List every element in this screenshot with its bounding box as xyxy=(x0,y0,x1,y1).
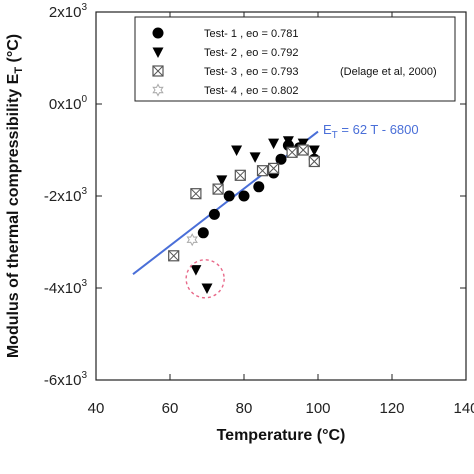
y-tick-exponent: 3 xyxy=(81,2,87,13)
x-tick-label: 100 xyxy=(305,400,330,417)
data-point-series-3 xyxy=(212,183,224,195)
fit-equation-rest: = 62 T - 6800 xyxy=(338,122,419,137)
y-tick-label: -4x103 xyxy=(44,278,88,297)
highlight-layer xyxy=(185,259,225,299)
data-point-series-1 xyxy=(197,227,209,239)
y-tick-exponent: 3 xyxy=(81,278,87,289)
data-point-series-3-cross-b xyxy=(168,250,180,262)
legend-marker-3 xyxy=(152,65,164,77)
data-point-series-3 xyxy=(268,162,280,174)
legend-marker-2 xyxy=(152,47,164,58)
legend-label-1: Test- 1 , eo = 0.781 xyxy=(204,28,298,40)
fit-equation-main: E xyxy=(323,122,332,137)
data-point-series-3 xyxy=(234,169,246,181)
legend-marker-3-cross-b xyxy=(152,65,164,77)
legend-label-4: Test- 4 , eo = 0.802 xyxy=(204,85,298,97)
points-layer xyxy=(168,136,320,294)
x-tick-label: 80 xyxy=(236,400,253,417)
data-point-series-2 xyxy=(249,152,261,163)
data-point-series-3 xyxy=(308,155,320,168)
y-axis-title-unit: (°C) xyxy=(5,34,22,67)
legend-box xyxy=(134,16,456,102)
data-point-series-4 xyxy=(186,233,198,247)
data-point-series-3-cross-b xyxy=(297,144,309,156)
data-point-series-3-cross-b xyxy=(308,156,320,167)
data-point-series-3-cross-b xyxy=(190,188,202,200)
data-point-series-3 xyxy=(256,165,269,177)
y-tick-mantissa: -4x10 xyxy=(44,280,82,297)
highlight-circle xyxy=(185,259,225,299)
y-tick-mantissa: -6x10 xyxy=(44,372,82,389)
fit-equation: ET = 62 T - 6800 xyxy=(323,122,419,141)
data-point-series-2 xyxy=(297,138,309,150)
data-point-series-2 xyxy=(282,136,294,147)
y-tick-label: -2x103 xyxy=(44,186,88,205)
y-axis-title-sub: T xyxy=(13,67,25,74)
data-point-series-3 xyxy=(168,250,180,262)
data-point-series-1 xyxy=(223,190,235,202)
y-tick-label: 0x100 xyxy=(49,94,88,113)
y-tick-exponent: 3 xyxy=(81,186,87,197)
data-point-series-2 xyxy=(190,265,202,276)
legend-marker-4 xyxy=(152,83,164,97)
data-point-series-3 xyxy=(297,144,309,156)
data-point-series-3 xyxy=(190,188,202,200)
legend-marker-1 xyxy=(152,27,164,39)
x-tick-label: 120 xyxy=(379,400,404,417)
data-point-series-2 xyxy=(216,175,228,186)
data-point-series-2 xyxy=(308,145,320,156)
y-axis-title: Modulus of thermal compressibility ET (°… xyxy=(5,34,25,358)
data-point-series-1 xyxy=(208,208,220,220)
legend-label-2: Test- 2 , eo = 0.792 xyxy=(204,47,298,59)
x-tick-label: 60 xyxy=(162,400,179,417)
data-point-series-1 xyxy=(238,190,250,202)
fit-equation-sub: T xyxy=(332,130,338,141)
legend-label-3: Test- 3 , eo = 0.793 xyxy=(204,66,298,78)
data-point-series-3-cross-b xyxy=(257,165,268,177)
data-point-series-3-cross-b xyxy=(234,169,246,181)
data-point-series-1 xyxy=(275,153,287,165)
data-point-series-2 xyxy=(268,138,280,150)
data-point-series-3-cross-b xyxy=(212,183,224,195)
reference-note: (Delage et al, 2000) xyxy=(340,66,437,78)
y-axis-title-main: Modulus of thermal compressibility E xyxy=(5,73,22,358)
y-tick-mantissa: 2x10 xyxy=(49,4,82,21)
data-point-series-3-cross-b xyxy=(286,146,298,158)
y-tick-mantissa: 0x10 xyxy=(49,96,82,113)
data-point-series-2 xyxy=(231,145,243,156)
y-tick-label: 2x103 xyxy=(49,2,88,21)
y-tick-exponent: 3 xyxy=(81,370,87,381)
x-tick-label: 140 xyxy=(453,400,474,417)
y-tick-label: -6x103 xyxy=(44,370,88,389)
y-tick-mantissa: -2x10 xyxy=(44,188,82,205)
legend: Test- 1 , eo = 0.781 Test- 2 , eo = 0.792… xyxy=(152,27,298,97)
data-point-series-3-cross-b xyxy=(268,163,279,174)
x-axis-title: Temperature (°C) xyxy=(217,427,346,444)
axis-ticks: 4060801001201402x1030x100-2x103-4x103-6x… xyxy=(44,2,474,417)
x-tick-label: 40 xyxy=(88,400,105,417)
data-point-series-2 xyxy=(201,283,213,294)
data-point-series-1 xyxy=(253,181,265,193)
data-point-series-3 xyxy=(286,146,298,158)
y-tick-exponent: 0 xyxy=(81,94,87,105)
